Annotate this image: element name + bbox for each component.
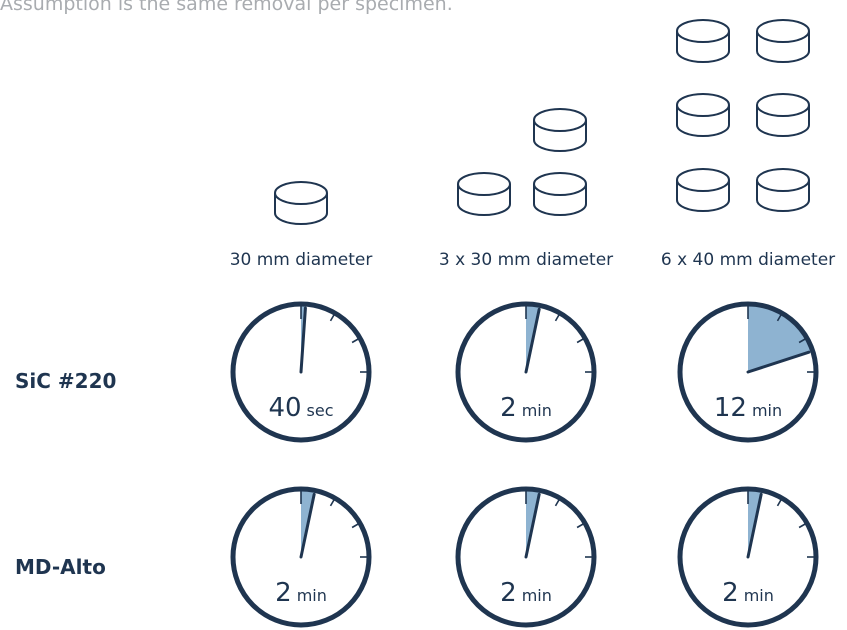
timer-grid: 40 sec 2 min 12 min 2 min 2 min 2 min [230, 301, 819, 628]
cylinder-specimen-icon [274, 181, 328, 225]
cylinder-specimen-icon [676, 168, 730, 212]
timer-label: 2 min [722, 578, 774, 608]
timer-label: 2 min [275, 578, 327, 608]
timer-unit: min [522, 586, 552, 605]
dial-hand [299, 492, 316, 559]
timer-value: 2 [500, 393, 517, 423]
cylinder-specimen-icon [676, 93, 730, 137]
row-label-sic-220: SiC #220 [15, 369, 117, 393]
dial-hand [299, 306, 307, 374]
stopwatch-icon: 12 min [677, 301, 819, 443]
timer-value: 2 [500, 578, 517, 608]
timer-unit: min [744, 586, 774, 605]
dial-ring [677, 486, 819, 628]
column-label-1: 30 mm diameter [229, 250, 373, 270]
cylinder-specimen-icon [533, 108, 587, 152]
dial-hand [524, 307, 541, 374]
timer-value: 2 [722, 578, 739, 608]
dial-hand [746, 492, 763, 559]
column-label-3: 6 x 40 mm diameter [660, 250, 836, 270]
dial-ring [230, 301, 372, 443]
timer-value: 40 [268, 393, 301, 423]
row-label-md-alto: MD-Alto [15, 555, 106, 579]
timer-label: 12 min [714, 393, 782, 423]
stopwatch-icon: 2 min [455, 486, 597, 628]
timer-unit: sec [307, 401, 334, 420]
dial-hand [524, 492, 541, 559]
timer-label: 2 min [500, 578, 552, 608]
cylinder-specimen-icon [756, 168, 810, 212]
timer-label: 2 min [500, 393, 552, 423]
cylinder-specimen-icon [676, 19, 730, 63]
dial-hand [746, 350, 811, 374]
caption: Assumption is the same removal per speci… [0, 0, 453, 15]
column-label-2: 3 x 30 mm diameter [438, 250, 614, 270]
dial-ring [455, 301, 597, 443]
dial-ring [677, 301, 819, 443]
cylinder-specimen-icon [457, 172, 511, 216]
timer-unit: min [297, 586, 327, 605]
dial-ring [455, 486, 597, 628]
stopwatch-icon: 2 min [677, 486, 819, 628]
timer-unit: min [522, 401, 552, 420]
cylinder-specimen-icon [756, 19, 810, 63]
dial-ring [230, 486, 372, 628]
stopwatch-icon: 2 min [230, 486, 372, 628]
stopwatch-icon: 40 sec [230, 301, 372, 443]
timer-unit: min [752, 401, 782, 420]
stopwatch-icon: 2 min [455, 301, 597, 443]
timer-label: 40 sec [268, 393, 333, 423]
timer-value: 12 [714, 393, 747, 423]
cylinder-specimen-icon [533, 172, 587, 216]
cylinder-specimen-icon [756, 93, 810, 137]
specimen-icons [274, 19, 810, 225]
timer-value: 2 [275, 578, 292, 608]
